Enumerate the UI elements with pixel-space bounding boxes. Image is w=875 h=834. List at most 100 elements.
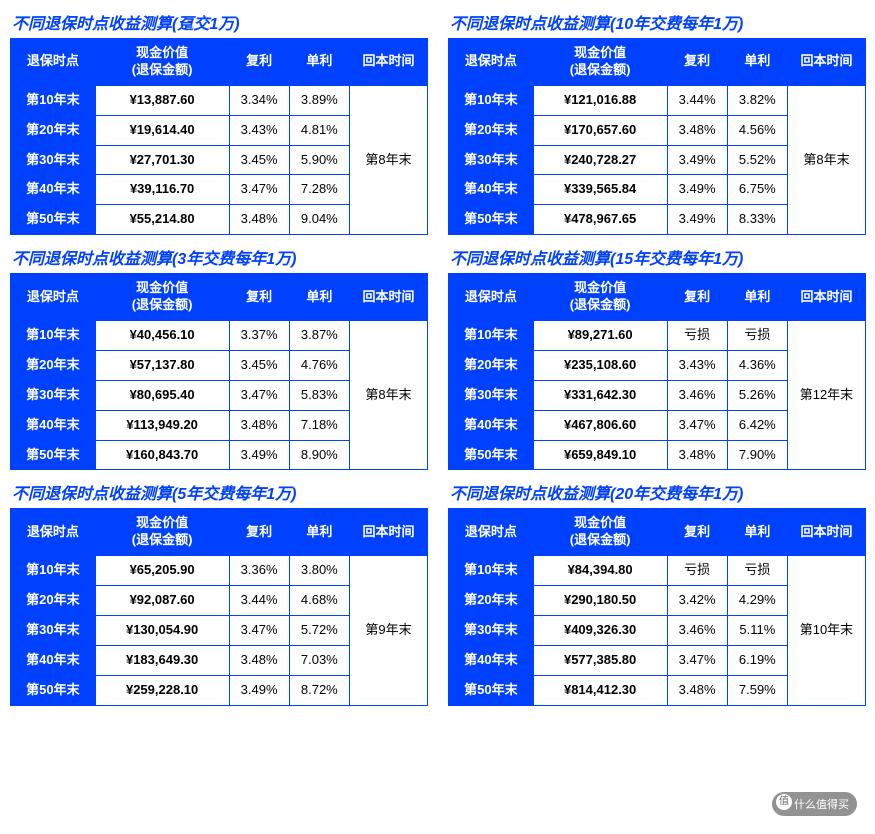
row-label: 第40年末 xyxy=(11,410,96,440)
row-label: 第50年末 xyxy=(11,440,96,470)
cell-simple: 8.90% xyxy=(289,440,349,470)
cell-cash: ¥290,180.50 xyxy=(533,586,667,616)
table-row: 第10年末¥13,887.603.34%3.89%第8年末 xyxy=(11,85,428,115)
cell-breakeven: 第12年末 xyxy=(787,321,865,470)
cell-simple: 7.03% xyxy=(289,645,349,675)
cell-simple: 亏损 xyxy=(727,556,787,586)
row-label: 第50年末 xyxy=(449,440,534,470)
cell-cash: ¥235,108.60 xyxy=(533,350,667,380)
col-header-simple: 单利 xyxy=(289,39,349,86)
col-header-cash: 现金价值(退保金额) xyxy=(533,274,667,321)
cell-compound: 3.46% xyxy=(667,380,727,410)
row-label: 第10年末 xyxy=(449,321,534,351)
cell-simple: 7.90% xyxy=(727,440,787,470)
panel-title: 不同退保时点收益测算(趸交1万) xyxy=(10,10,428,34)
cell-compound: 3.45% xyxy=(229,350,289,380)
cell-cash: ¥65,205.90 xyxy=(95,556,229,586)
cell-compound: 3.47% xyxy=(229,616,289,646)
row-label: 第10年末 xyxy=(11,321,96,351)
table-row: 第10年末¥121,016.883.44%3.82%第8年末 xyxy=(449,85,866,115)
row-label: 第30年末 xyxy=(449,380,534,410)
cell-cash: ¥40,456.10 xyxy=(95,321,229,351)
cell-cash: ¥814,412.30 xyxy=(533,675,667,705)
cell-compound: 3.48% xyxy=(667,675,727,705)
row-label: 第10年末 xyxy=(449,556,534,586)
cell-cash: ¥183,649.30 xyxy=(95,645,229,675)
col-header-cash: 现金价值(退保金额) xyxy=(95,39,229,86)
cell-compound: 3.37% xyxy=(229,321,289,351)
cell-compound: 3.48% xyxy=(229,205,289,235)
col-header-cash: 现金价值(退保金额) xyxy=(533,509,667,556)
row-label: 第50年末 xyxy=(11,205,96,235)
returns-table: 退保时点现金价值(退保金额)复利单利回本时间第10年末¥84,394.80亏损亏… xyxy=(448,508,866,705)
cell-compound: 3.48% xyxy=(667,115,727,145)
row-label: 第40年末 xyxy=(11,175,96,205)
cell-simple: 8.72% xyxy=(289,675,349,705)
col-header-simple: 单利 xyxy=(727,39,787,86)
cell-cash: ¥39,116.70 xyxy=(95,175,229,205)
cell-simple: 4.68% xyxy=(289,586,349,616)
cell-simple: 4.76% xyxy=(289,350,349,380)
cell-cash: ¥478,967.65 xyxy=(533,205,667,235)
cell-cash: ¥339,565.84 xyxy=(533,175,667,205)
panel-3: 不同退保时点收益测算(15年交费每年1万)退保时点现金价值(退保金额)复利单利回… xyxy=(448,245,866,470)
cell-compound: 3.46% xyxy=(667,616,727,646)
cell-compound: 亏损 xyxy=(667,321,727,351)
returns-table: 退保时点现金价值(退保金额)复利单利回本时间第10年末¥13,887.603.3… xyxy=(10,38,428,235)
row-label: 第20年末 xyxy=(11,586,96,616)
cell-compound: 3.44% xyxy=(229,586,289,616)
col-header-breakeven: 回本时间 xyxy=(787,509,865,556)
panel-title: 不同退保时点收益测算(20年交费每年1万) xyxy=(448,480,866,504)
cell-cash: ¥13,887.60 xyxy=(95,85,229,115)
returns-table: 退保时点现金价值(退保金额)复利单利回本时间第10年末¥121,016.883.… xyxy=(448,38,866,235)
cell-compound: 3.49% xyxy=(667,175,727,205)
row-label: 第10年末 xyxy=(449,85,534,115)
row-label: 第30年末 xyxy=(449,145,534,175)
col-header-time: 退保时点 xyxy=(11,39,96,86)
cell-simple: 5.11% xyxy=(727,616,787,646)
cell-simple: 6.42% xyxy=(727,410,787,440)
cell-compound: 3.42% xyxy=(667,586,727,616)
table-row: 第10年末¥65,205.903.36%3.80%第9年末 xyxy=(11,556,428,586)
row-label: 第50年末 xyxy=(11,675,96,705)
col-header-compound: 复利 xyxy=(229,509,289,556)
col-header-breakeven: 回本时间 xyxy=(787,274,865,321)
col-header-time: 退保时点 xyxy=(449,509,534,556)
cell-breakeven: 第10年末 xyxy=(787,556,865,705)
cell-compound: 3.34% xyxy=(229,85,289,115)
cell-compound: 3.43% xyxy=(667,350,727,380)
cell-simple: 4.81% xyxy=(289,115,349,145)
cell-compound: 3.47% xyxy=(229,380,289,410)
cell-cash: ¥659,849.10 xyxy=(533,440,667,470)
col-header-breakeven: 回本时间 xyxy=(349,274,427,321)
panel-5: 不同退保时点收益测算(20年交费每年1万) 退保时点现金价值(退保金额)复利单利回… xyxy=(448,480,866,705)
returns-table: 退保时点现金价值(退保金额)复利单利回本时间第10年末¥40,456.103.3… xyxy=(10,273,428,470)
col-header-breakeven: 回本时间 xyxy=(349,509,427,556)
cell-compound: 3.47% xyxy=(667,410,727,440)
cell-breakeven: 第8年末 xyxy=(787,85,865,234)
col-header-time: 退保时点 xyxy=(449,274,534,321)
cell-compound: 3.48% xyxy=(229,410,289,440)
cell-simple: 5.90% xyxy=(289,145,349,175)
table-row: 第10年末¥84,394.80亏损亏损第10年末 xyxy=(449,556,866,586)
col-header-simple: 单利 xyxy=(727,509,787,556)
cell-simple: 3.82% xyxy=(727,85,787,115)
cell-compound: 亏损 xyxy=(667,556,727,586)
col-header-compound: 复利 xyxy=(667,274,727,321)
row-label: 第40年末 xyxy=(449,645,534,675)
row-label: 第20年末 xyxy=(11,115,96,145)
col-header-compound: 复利 xyxy=(667,509,727,556)
cell-cash: ¥113,949.20 xyxy=(95,410,229,440)
watermark-badge: 什么值得买 xyxy=(772,792,857,816)
cell-compound: 3.45% xyxy=(229,145,289,175)
cell-cash: ¥130,054.90 xyxy=(95,616,229,646)
panel-0: 不同退保时点收益测算(趸交1万) 退保时点现金价值(退保金额)复利单利回本时间第1… xyxy=(10,10,428,235)
col-header-time: 退保时点 xyxy=(11,274,96,321)
cell-cash: ¥89,271.60 xyxy=(533,321,667,351)
col-header-cash: 现金价值(退保金额) xyxy=(95,274,229,321)
cell-simple: 9.04% xyxy=(289,205,349,235)
cell-simple: 5.26% xyxy=(727,380,787,410)
cell-simple: 5.72% xyxy=(289,616,349,646)
cell-compound: 3.48% xyxy=(229,645,289,675)
cell-cash: ¥577,385.80 xyxy=(533,645,667,675)
